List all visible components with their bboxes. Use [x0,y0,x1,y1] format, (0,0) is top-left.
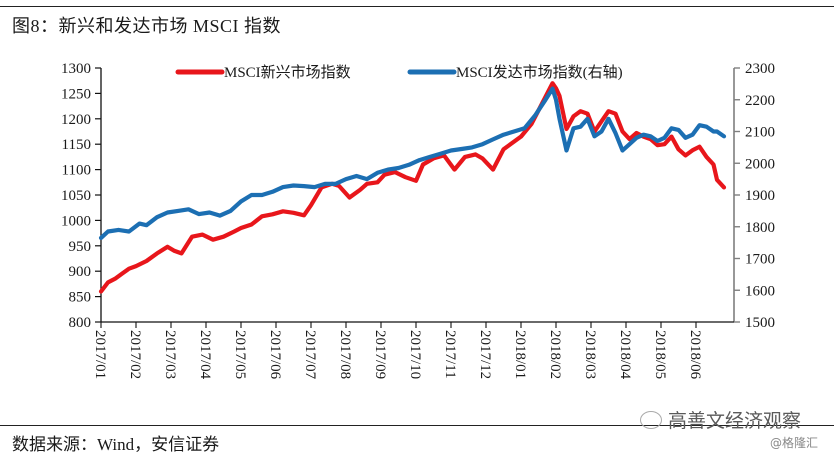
x-tick-label: 2018/02 [547,330,563,379]
left-tick-label: 850 [69,290,92,306]
watermark: 高善文经济观察 [640,406,801,433]
x-tick-label: 2017/07 [302,330,318,380]
right-tick-label: 1700 [745,252,775,268]
x-tick-label: 2018/01 [512,330,528,379]
left-tick-label: 1250 [61,86,91,102]
bottom-rule [0,425,834,426]
x-tick-label: 2017/08 [337,330,353,379]
left-tick-label: 1150 [62,137,91,153]
left-tick-label: 900 [69,264,92,280]
left-tick-label: 1000 [61,213,91,229]
developed-market-line [98,86,727,240]
right-tick-label: 2200 [745,93,775,109]
left-tick-label: 1200 [61,112,91,128]
left-tick-label: 800 [69,315,92,331]
legend-label: MSCI新兴市场指数 [224,64,351,81]
x-tick-label: 2017/09 [372,330,388,379]
figure-title: 图8：新兴和发达市场 MSCI 指数 [12,16,282,36]
x-tick-label: 2018/04 [617,330,633,380]
right-tick-label: 2100 [745,125,775,141]
credit: @格隆汇 [770,436,819,450]
emerging-market-line [98,81,727,294]
x-tick-label: 2017/02 [127,330,143,379]
x-tick-label: 2018/06 [687,330,703,380]
x-tick-label: 2017/06 [267,330,283,380]
x-tick-label: 2018/03 [582,330,598,379]
right-tick-label: 1600 [745,283,775,299]
x-tick-label: 2017/05 [232,330,248,379]
series-lines [98,81,727,294]
axes: 800 850 900 950 1000 1050 1100 1150 1200 1250 1300… [61,61,775,380]
x-tick-label: 2017/11 [442,330,458,379]
legend: MSCI新兴市场指数 MSCI发达市场指数(右轴) [175,64,623,81]
left-tick-label: 950 [69,239,92,255]
x-tick-label: 2017/03 [162,330,178,379]
right-tick-label: 1500 [745,315,775,331]
right-tick-label: 1900 [745,188,775,204]
x-tick-label: 2018/05 [652,330,668,379]
x-tick-label: 2017/01 [92,330,108,379]
x-tick-label: 2017/12 [477,330,493,379]
left-tick-label: 1050 [61,188,91,204]
left-tick-label: 1100 [62,163,91,179]
legend-label: MSCI发达市场指数(右轴) [456,64,623,81]
top-rule [0,6,834,7]
x-tick-label: 2017/10 [407,330,423,379]
right-tick-label: 2300 [745,61,775,77]
line-chart: 800 850 900 950 1000 1050 1100 1150 1200 1250 1300… [61,61,775,380]
right-tick-label: 1800 [745,220,775,236]
wechat-icon [640,411,662,429]
x-tick-label: 2017/04 [197,330,213,380]
right-tick-label: 2000 [745,156,775,172]
source-note: 数据来源：Wind，安信证券 [12,435,220,454]
left-tick-label: 1300 [61,61,91,77]
watermark-text: 高善文经济观察 [668,410,802,432]
